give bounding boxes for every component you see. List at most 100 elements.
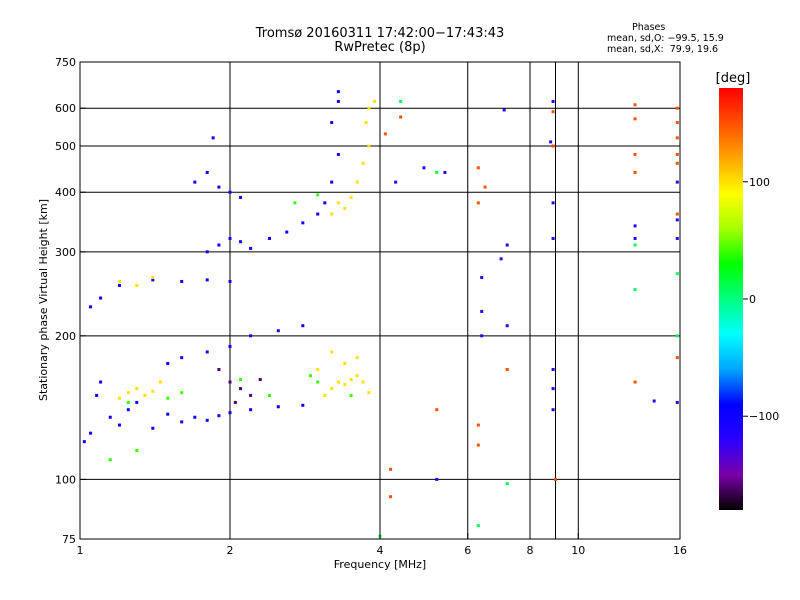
phase-stats-heading: Phases bbox=[632, 22, 666, 33]
data-point bbox=[355, 180, 359, 184]
chart-subtitle: RwPretec (8p) bbox=[334, 40, 426, 55]
data-point bbox=[633, 243, 637, 247]
data-point bbox=[633, 288, 637, 292]
data-point bbox=[505, 243, 509, 247]
data-point bbox=[126, 391, 130, 395]
data-point bbox=[228, 236, 232, 240]
data-point bbox=[135, 400, 139, 404]
data-point bbox=[675, 334, 679, 338]
data-point bbox=[502, 108, 506, 112]
data-point bbox=[239, 387, 243, 391]
data-point bbox=[435, 170, 439, 174]
data-point bbox=[551, 110, 555, 114]
data-point bbox=[633, 152, 637, 156]
data-point bbox=[166, 361, 170, 365]
data-point bbox=[367, 391, 371, 395]
data-point bbox=[249, 408, 253, 412]
data-point bbox=[675, 180, 679, 184]
data-point bbox=[336, 152, 340, 156]
data-point bbox=[316, 380, 320, 384]
data-point bbox=[336, 380, 340, 384]
y-tick-label: 300 bbox=[55, 246, 76, 259]
data-point bbox=[135, 387, 139, 391]
data-point bbox=[367, 144, 371, 148]
data-point bbox=[180, 420, 184, 424]
data-point bbox=[228, 344, 232, 348]
data-point bbox=[135, 283, 139, 287]
data-point bbox=[217, 243, 221, 247]
data-point bbox=[367, 106, 371, 110]
data-point bbox=[633, 170, 637, 174]
data-point bbox=[330, 180, 334, 184]
data-point bbox=[675, 106, 679, 110]
phase-stats-x-mode: mean, sd,X: 79.9, 19.6 bbox=[607, 44, 719, 55]
data-point bbox=[553, 477, 557, 481]
data-point bbox=[151, 426, 155, 430]
y-tick-label: 750 bbox=[55, 56, 76, 69]
x-tick-label: 8 bbox=[527, 544, 534, 557]
data-point bbox=[228, 411, 232, 415]
data-point bbox=[99, 296, 103, 300]
x-axis-label: Frequency [MHz] bbox=[334, 558, 426, 571]
data-point bbox=[293, 201, 297, 205]
data-point bbox=[476, 524, 480, 528]
data-point bbox=[117, 279, 121, 283]
data-point bbox=[158, 380, 162, 384]
data-point bbox=[551, 144, 555, 148]
data-point bbox=[675, 161, 679, 165]
data-point bbox=[675, 400, 679, 404]
y-tick-label: 600 bbox=[55, 102, 76, 115]
data-point bbox=[316, 212, 320, 216]
y-axis-label: Stationary phase Virtual Height [km] bbox=[37, 199, 50, 401]
data-point bbox=[399, 115, 403, 119]
data-point bbox=[675, 121, 679, 125]
data-point bbox=[675, 212, 679, 216]
data-point bbox=[180, 391, 184, 395]
y-tick-label: 200 bbox=[55, 330, 76, 343]
data-point bbox=[301, 324, 305, 328]
data-point bbox=[349, 393, 353, 397]
data-point bbox=[343, 383, 347, 387]
phase-stats-o-mode: mean, sd,O: −99.5, 15.9 bbox=[607, 33, 724, 44]
data-point bbox=[249, 393, 253, 397]
y-axis-ticks: 75 100 200 300 400 500 600 750 bbox=[55, 56, 86, 546]
data-point bbox=[435, 408, 439, 412]
data-point bbox=[228, 380, 232, 384]
data-point bbox=[394, 180, 398, 184]
y-tick-label: 100 bbox=[55, 473, 76, 486]
data-point bbox=[349, 377, 353, 381]
data-point bbox=[151, 389, 155, 393]
data-point bbox=[166, 412, 170, 416]
grid-layer bbox=[80, 62, 680, 539]
data-point bbox=[151, 278, 155, 282]
data-point bbox=[126, 400, 130, 404]
data-point bbox=[233, 400, 237, 404]
data-point bbox=[135, 448, 139, 452]
data-point bbox=[239, 377, 243, 381]
x-axis-ticks: 1 2 4 6 8 10 16 bbox=[77, 533, 687, 557]
data-point bbox=[389, 467, 393, 471]
data-point bbox=[675, 152, 679, 156]
colorbar bbox=[719, 88, 743, 510]
data-point bbox=[330, 121, 334, 125]
data-point bbox=[505, 482, 509, 486]
x-tick-label: 1 bbox=[77, 544, 84, 557]
data-point bbox=[143, 393, 147, 397]
data-point bbox=[117, 396, 121, 400]
data-point bbox=[551, 387, 555, 391]
data-point bbox=[180, 279, 184, 283]
data-point bbox=[301, 221, 305, 225]
y-tick-label: 75 bbox=[62, 533, 76, 546]
y-tick-label: 500 bbox=[55, 140, 76, 153]
data-point bbox=[551, 201, 555, 205]
data-point bbox=[99, 380, 103, 384]
data-point bbox=[443, 170, 447, 174]
data-point bbox=[675, 218, 679, 222]
data-point bbox=[476, 166, 480, 170]
data-point bbox=[330, 387, 334, 391]
data-point bbox=[675, 136, 679, 140]
data-point bbox=[675, 272, 679, 276]
data-point bbox=[228, 190, 232, 194]
data-point bbox=[108, 458, 112, 462]
data-point bbox=[476, 423, 480, 427]
